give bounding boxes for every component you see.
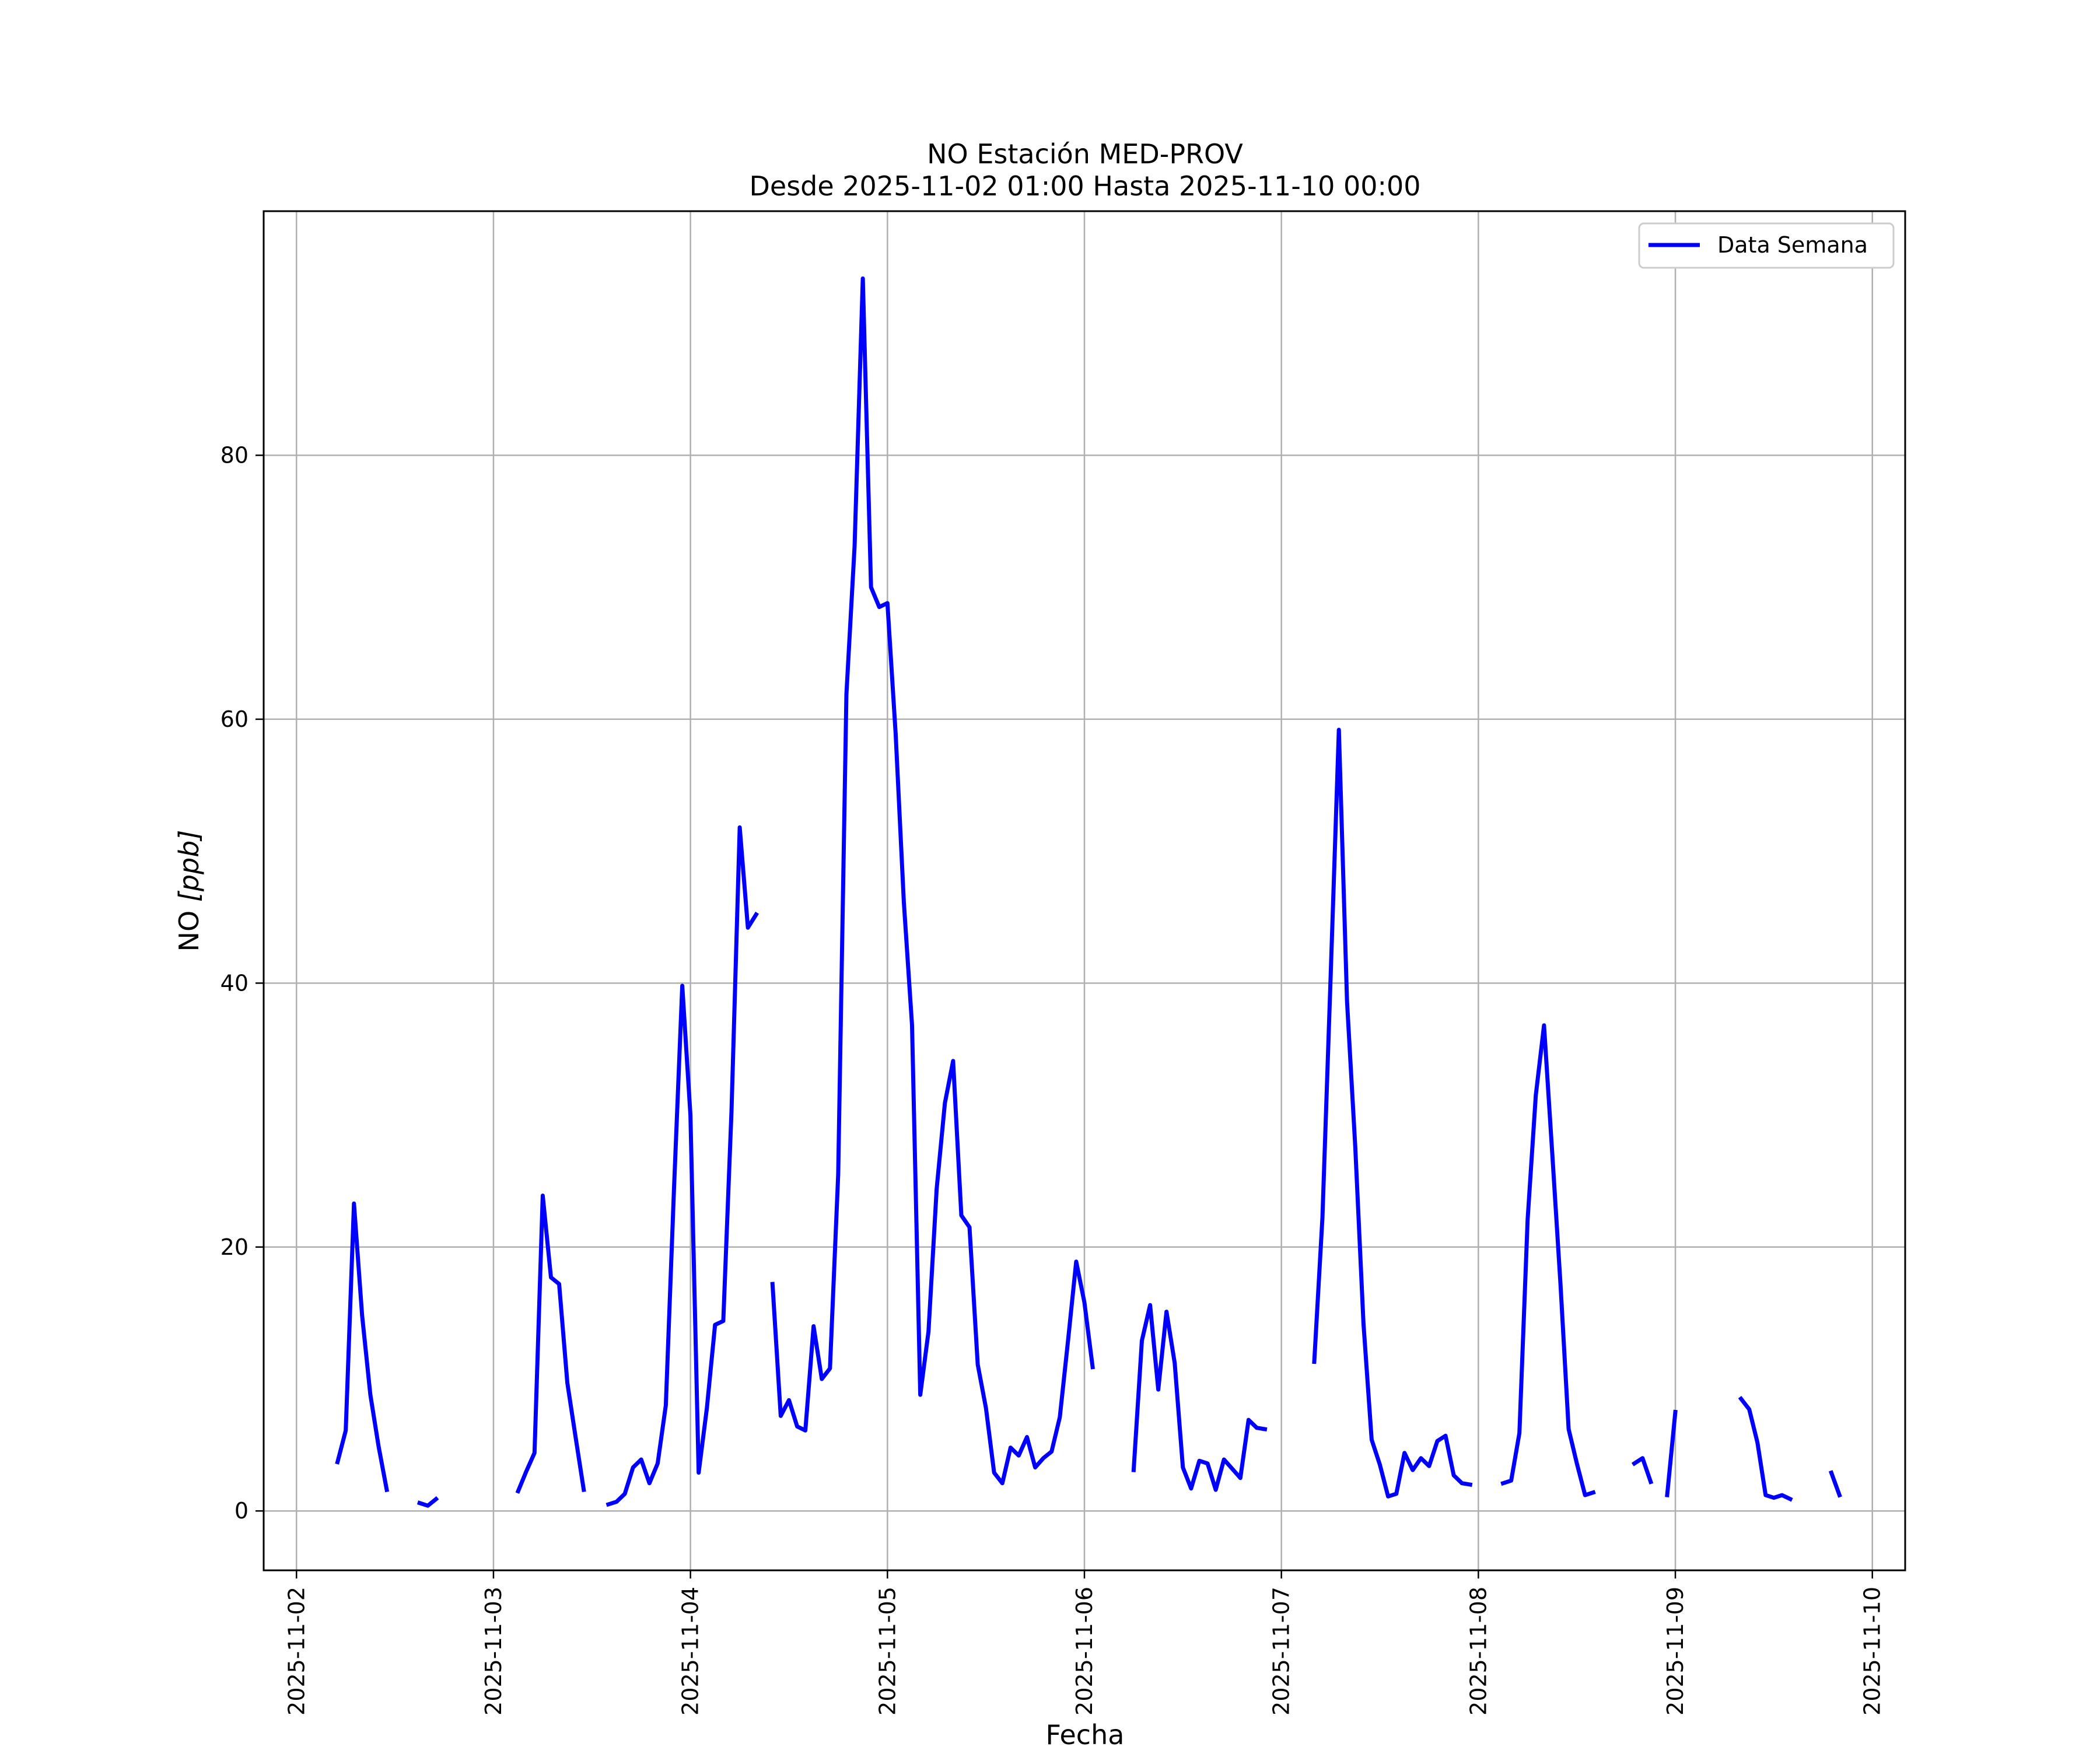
series-line-segment	[1312, 727, 1473, 1499]
series-line-segment	[416, 1496, 439, 1508]
series-line-segment	[1631, 1456, 1654, 1485]
x-tick-label: 2025-11-10	[1860, 1587, 1885, 1716]
y-tick-label: 60	[220, 706, 249, 732]
x-axis: 2025-11-02 2025-11-03 2025-11-04 2025-11-05…	[284, 1570, 1885, 1716]
series-line-segment	[335, 1201, 390, 1493]
series-line-segment	[515, 1194, 586, 1494]
series-lines	[335, 276, 1842, 1508]
x-tick-label: 2025-11-04	[678, 1587, 704, 1716]
y-axis-label-unit: [ppb]	[173, 830, 205, 902]
chart-subtitle: Desde 2025-11-02 01:00 Hasta 2025-11-10 …	[749, 170, 1420, 202]
x-tick-label: 2025-11-09	[1662, 1587, 1688, 1716]
x-tick-label: 2025-11-05	[874, 1587, 900, 1716]
series-line-segment	[1828, 1470, 1842, 1498]
grid	[264, 211, 1905, 1570]
x-axis-label: Fecha	[1046, 1719, 1125, 1750]
x-tick-label: 2025-11-08	[1465, 1587, 1491, 1716]
series-line-segment	[1665, 1409, 1678, 1497]
x-tick-label: 2025-11-03	[481, 1587, 506, 1716]
series-line-segment	[1500, 1023, 1596, 1497]
y-axis: 0 20 40 60 80	[220, 442, 264, 1524]
y-tick-label: 80	[220, 442, 249, 468]
y-axis-label-main: NO	[173, 902, 205, 951]
chart-title: NO Estación MED-PROV	[927, 138, 1243, 170]
x-tick-label: 2025-11-07	[1269, 1587, 1294, 1716]
y-tick-label: 0	[235, 1498, 249, 1524]
legend: Data Semana	[1638, 222, 1895, 269]
series-line-segment	[606, 825, 760, 1507]
y-tick-label: 20	[220, 1234, 249, 1260]
x-tick-label: 2025-11-02	[284, 1587, 309, 1716]
series-line-segment	[1738, 1395, 1793, 1502]
x-tick-label: 2025-11-06	[1072, 1587, 1097, 1716]
legend-entry-data-semana: Data Semana	[1717, 232, 1868, 258]
series-line-segment	[770, 276, 1096, 1486]
series-line-segment	[1131, 1303, 1268, 1492]
y-tick-label: 40	[220, 970, 249, 996]
y-axis-label: NO [ppb]	[173, 830, 205, 952]
legend-box	[1638, 222, 1895, 269]
